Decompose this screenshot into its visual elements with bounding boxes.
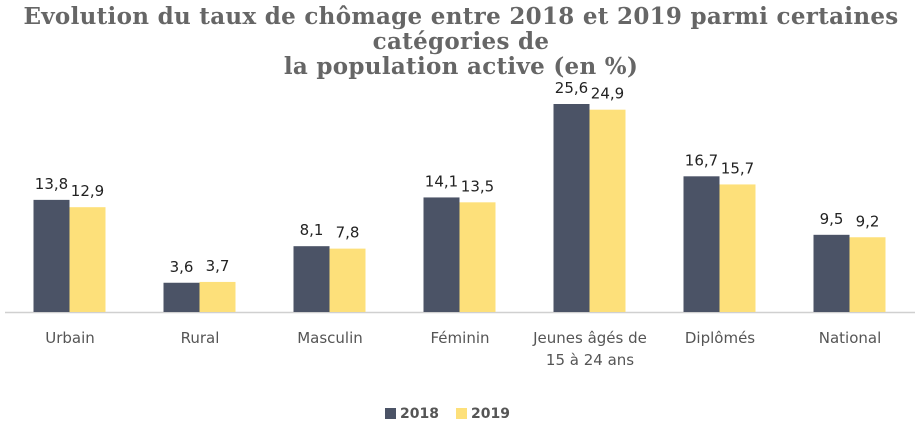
bar-2018-1	[163, 282, 200, 312]
bar-2019-3	[459, 202, 496, 312]
data-label-2019-3: 13,5	[461, 177, 494, 195]
category-label-2: Masculin	[297, 329, 363, 347]
bar-2018-6	[813, 234, 850, 312]
bar-2019-5	[719, 184, 756, 312]
data-label-2019-1: 3,7	[206, 257, 230, 275]
data-label-2018-2: 8,1	[300, 221, 324, 239]
bar-2018-5	[683, 176, 720, 312]
data-label-2019-6: 9,2	[856, 212, 880, 230]
category-label-0: Urbain	[45, 329, 95, 347]
data-label-2018-6: 9,5	[820, 210, 844, 228]
category-label-4-line0: Jeunes âgés de	[532, 329, 647, 347]
data-label-2018-4: 25,6	[555, 79, 588, 97]
category-label-4-line1: 15 à 24 ans	[546, 351, 634, 369]
category-label-5: Diplômés	[685, 329, 755, 347]
bar-2019-0	[69, 207, 106, 312]
bar-2018-4	[553, 104, 590, 312]
data-label-2019-0: 12,9	[71, 182, 104, 200]
category-label-6: National	[819, 329, 882, 347]
data-label-2019-4: 24,9	[591, 85, 624, 103]
legend-swatch-2019	[456, 408, 467, 419]
bar-2019-6	[849, 237, 886, 312]
data-label-2018-5: 16,7	[685, 151, 718, 169]
bar-2018-2	[293, 246, 330, 312]
chart-title: Evolution du taux de chômage entre 2018 …	[23, 3, 899, 80]
data-label-2018-3: 14,1	[425, 172, 458, 190]
category-label-3: Féminin	[431, 329, 490, 347]
bar-2019-4	[589, 109, 626, 312]
data-label-2019-2: 7,8	[336, 224, 360, 242]
bar-2018-3	[423, 197, 460, 312]
data-label-2018-1: 3,6	[170, 258, 194, 276]
bar-2019-1	[199, 281, 236, 312]
category-label-1: Rural	[181, 329, 220, 347]
data-label-2019-5: 15,7	[721, 159, 754, 177]
legend-label-2018: 2018	[400, 406, 439, 422]
legend-swatch-2018	[385, 408, 396, 419]
bar-2019-2	[329, 248, 366, 312]
bar-2018-0	[33, 199, 70, 312]
legend-label-2019: 2019	[471, 406, 510, 422]
data-label-2018-0: 13,8	[35, 175, 68, 193]
